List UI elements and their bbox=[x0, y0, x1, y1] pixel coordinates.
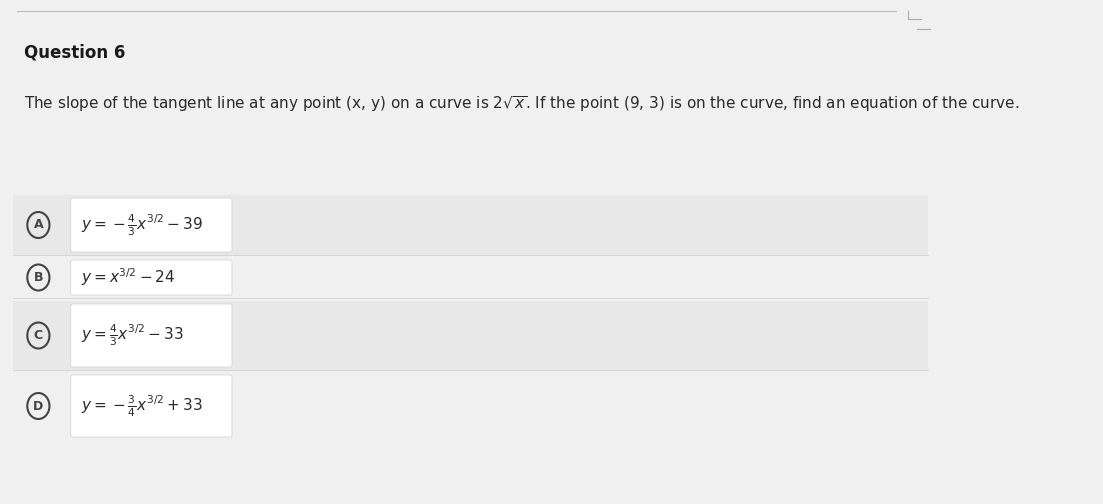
Text: $y=x^{3/2}-24$: $y=x^{3/2}-24$ bbox=[81, 267, 175, 288]
Text: A: A bbox=[33, 219, 43, 231]
FancyBboxPatch shape bbox=[71, 375, 232, 437]
Text: D: D bbox=[33, 400, 43, 412]
FancyBboxPatch shape bbox=[71, 260, 232, 295]
Bar bbox=[13, 195, 928, 255]
FancyBboxPatch shape bbox=[71, 304, 232, 367]
Text: $y=-\frac{4}{3}x^{3/2}-39$: $y=-\frac{4}{3}x^{3/2}-39$ bbox=[81, 212, 203, 238]
Bar bbox=[13, 301, 928, 370]
Text: Question 6: Question 6 bbox=[24, 44, 126, 62]
Text: $y=-\frac{3}{4}x^{3/2}+33$: $y=-\frac{3}{4}x^{3/2}+33$ bbox=[81, 393, 203, 419]
Text: B: B bbox=[33, 271, 43, 284]
Bar bbox=[13, 372, 928, 440]
Bar bbox=[13, 257, 928, 298]
Text: The slope of the tangent line at any point (x, y) on a curve is $2\sqrt{x}$. If : The slope of the tangent line at any poi… bbox=[24, 94, 1019, 114]
Text: C: C bbox=[34, 329, 43, 342]
FancyBboxPatch shape bbox=[71, 198, 232, 252]
Text: $y=\frac{4}{3}x^{3/2}-33$: $y=\frac{4}{3}x^{3/2}-33$ bbox=[81, 323, 184, 348]
